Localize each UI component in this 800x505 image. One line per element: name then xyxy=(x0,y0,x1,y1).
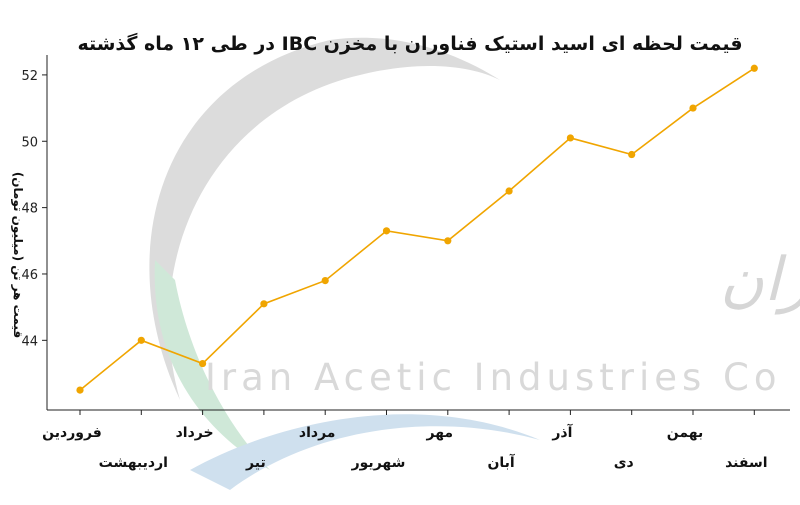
x-tick-label: آبان xyxy=(487,453,515,471)
data-point xyxy=(260,300,268,308)
x-tick-label: مرداد xyxy=(299,425,336,441)
watermark: شرکت صنایع استیک ایران Iran Acetic Indus… xyxy=(149,37,800,490)
x-ticks: فروردین اردیبهشت خرداد تیر مرداد شهریور مهر آبا… xyxy=(42,410,768,471)
watermark-logo-swoosh-gray xyxy=(149,37,500,401)
x-tick-label: آذر xyxy=(551,423,573,441)
y-tick-label: 50 xyxy=(21,135,38,150)
x-tick-label: اسفند xyxy=(725,455,767,471)
series-line xyxy=(79,67,755,391)
data-point xyxy=(199,359,207,368)
data-point xyxy=(689,104,697,112)
x-tick-label: اردیبهشت xyxy=(99,455,168,471)
data-point xyxy=(750,64,758,72)
x-tick-label: فروردین xyxy=(42,425,102,441)
watermark-persian: شرکت صنایع استیک ایران xyxy=(720,245,800,315)
x-tick-label: مهر xyxy=(425,425,453,441)
y-tick-label: 52 xyxy=(21,69,38,84)
watermark-logo-swoosh-green xyxy=(154,260,270,470)
x-tick-label: شهریور xyxy=(351,455,406,471)
series-points xyxy=(76,64,758,394)
data-point xyxy=(321,277,329,285)
y-axis-label: قیمت هر تن (میلیون تومان) xyxy=(10,172,25,338)
x-tick-label: خرداد xyxy=(176,425,214,441)
data-point xyxy=(505,187,513,195)
x-tick-label: بهمن xyxy=(667,425,703,441)
y-tick-label: 48 xyxy=(21,202,38,217)
watermark-english: Iran Acetic Industries Co xyxy=(205,356,782,399)
y-ticks: 44 46 48 50 52 xyxy=(21,69,47,349)
data-point xyxy=(382,227,391,235)
watermark-logo-swoosh-blue xyxy=(190,414,540,490)
data-point xyxy=(566,134,575,142)
y-tick-label: 46 xyxy=(21,268,38,283)
data-point xyxy=(628,150,636,159)
chart-title: قیمت لحظه ای اسید استیک فناوران با مخزن … xyxy=(77,32,742,55)
y-tick-label: 44 xyxy=(21,334,38,349)
data-point xyxy=(444,237,452,245)
x-tick-label: دی xyxy=(614,455,634,471)
data-point xyxy=(76,386,84,394)
x-tick-label: تیر xyxy=(245,455,266,471)
data-point xyxy=(137,336,145,344)
